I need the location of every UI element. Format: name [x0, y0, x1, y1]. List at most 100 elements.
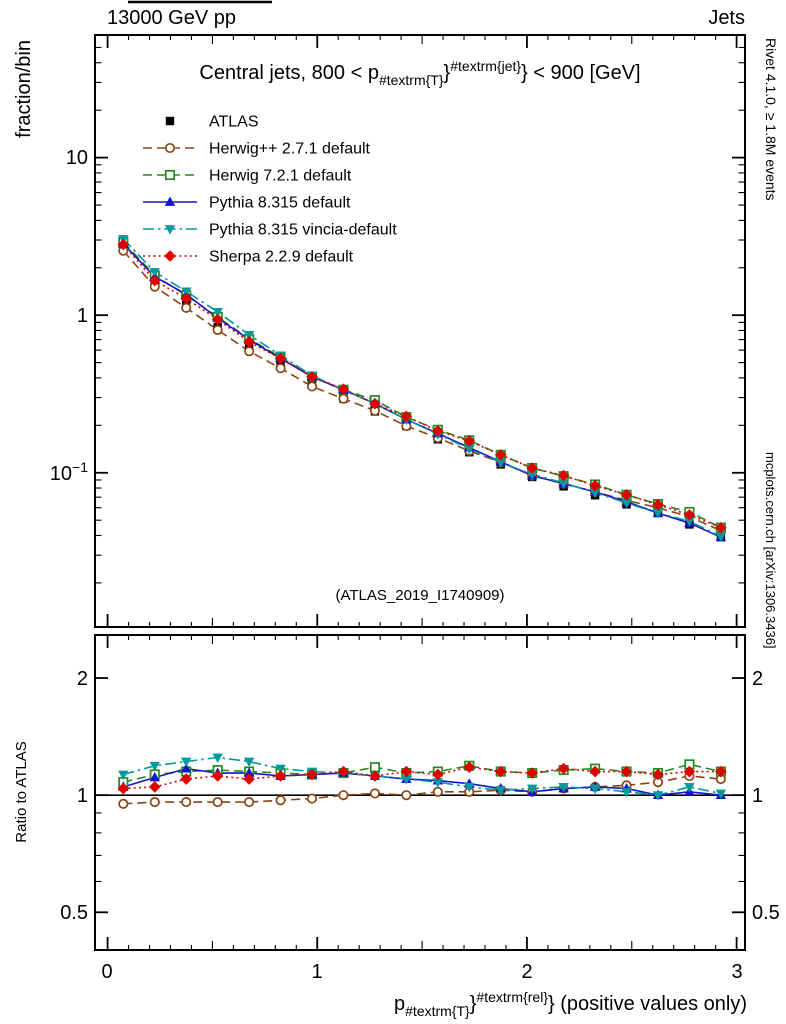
marker-diamond-filled — [117, 238, 130, 251]
marker-diamond-filled — [432, 768, 444, 781]
marker-circle-open — [306, 381, 318, 392]
marker-circle-open — [306, 793, 318, 804]
marker-triangle-down-filled — [275, 764, 286, 775]
marker-circle-open — [181, 797, 192, 808]
marker-diamond-filled — [715, 765, 727, 778]
legend-label: Herwig++ 2.7.1 default — [209, 141, 371, 158]
series-line-herwig-7-2-1-default — [122, 241, 722, 529]
marker-triangle-down-filled — [558, 479, 569, 489]
marker-triangle-down-filled — [715, 532, 727, 543]
marker-circle-open — [275, 363, 286, 374]
marker-diamond-filled — [337, 765, 350, 778]
marker-diamond-filled — [369, 770, 381, 782]
marker-triangle-down-filled — [652, 509, 664, 519]
marker-circle-open — [212, 797, 223, 808]
marker-circle-open — [338, 393, 349, 404]
marker-diamond-filled — [306, 370, 318, 383]
marker-circle-open — [432, 786, 443, 797]
ytick-ratio-left-2: 2 — [77, 668, 88, 690]
ytick-ratio-left-0p5: 0.5 — [60, 902, 88, 924]
marker-triangle-down-filled — [621, 499, 632, 509]
ratio-panel-series — [95, 753, 745, 809]
marker-square-open — [164, 169, 176, 181]
marker-triangle-down-filled — [149, 268, 160, 278]
marker-diamond-filled — [620, 765, 633, 778]
marker-diamond-filled — [369, 397, 381, 410]
marker-triangle-down-filled — [164, 225, 176, 235]
marker-triangle-down-filled — [684, 783, 695, 793]
marker-triangle-down-filled — [495, 786, 506, 796]
marker-diamond-filled — [400, 410, 413, 423]
marker-triangle-down-filled — [212, 753, 223, 763]
ytick-main-0p1: 10−1 — [50, 459, 88, 485]
marker-diamond-filled — [337, 383, 350, 395]
marker-triangle-down-filled — [526, 470, 538, 480]
marker-circle-open — [118, 798, 129, 809]
marker-triangle-down-filled — [181, 757, 192, 768]
marker-square-open — [369, 762, 380, 773]
marker-diamond-filled — [652, 768, 664, 781]
marker-diamond-filled — [243, 773, 255, 785]
watermark: (ATLAS_2019_I1740909) — [335, 587, 504, 604]
marker-triangle-down-filled — [149, 761, 160, 772]
marker-diamond-filled — [180, 773, 193, 785]
legend-label: Herwig 7.2.1 default — [209, 168, 352, 185]
ytick-ratio-right-2: 2 — [752, 668, 763, 690]
marker-triangle-down-filled — [464, 783, 475, 793]
marker-diamond-filled — [306, 768, 318, 781]
marker-triangle-up-filled — [149, 772, 160, 782]
marker-diamond-filled — [211, 770, 224, 782]
marker-diamond-filled — [652, 498, 664, 511]
marker-diamond-filled — [148, 274, 161, 287]
plot-title: Central jets, 800 < p#textrm{T}}#textrm{… — [199, 58, 640, 88]
marker-circle-open — [401, 790, 412, 801]
analysis-group-label: Jets — [708, 7, 745, 29]
marker-triangle-down-filled — [495, 458, 506, 468]
marker-diamond-filled — [463, 435, 476, 447]
marker-diamond-filled — [557, 469, 570, 482]
marker-triangle-down-filled — [432, 778, 444, 788]
marker-diamond-filled — [211, 313, 224, 326]
marker-circle-open — [212, 324, 223, 335]
marker-triangle-down-filled — [243, 757, 255, 768]
marker-diamond-filled — [243, 336, 255, 348]
mcplots-reference-note: mcplots.cern.ch [arXiv:1306.3436] — [763, 452, 778, 649]
legend-label: Sherpa 2.2.9 default — [209, 249, 354, 266]
xtick-3: 3 — [731, 961, 742, 983]
x-axis-label: p#textrm{T}}#textrm{rel}} (positive valu… — [394, 989, 747, 1019]
marker-diamond-filled — [180, 292, 193, 305]
series-line-pythia-8-315-vincia-default — [122, 238, 722, 538]
marker-circle-open — [338, 790, 349, 801]
ytick-ratio-right-1: 1 — [752, 785, 763, 807]
xtick-1: 1 — [311, 961, 322, 983]
marker-diamond-filled — [526, 462, 538, 474]
marker-circle-open — [369, 788, 380, 799]
marker-triangle-down-filled — [652, 791, 664, 801]
ytick-ratio-left-1: 1 — [77, 785, 88, 807]
marker-diamond-filled — [274, 352, 287, 365]
marker-triangle-down-filled — [401, 775, 412, 785]
marker-triangle-down-filled — [212, 307, 223, 318]
beam-energy-label: 13000 GeV pp — [107, 7, 236, 29]
marker-diamond-filled — [432, 425, 444, 437]
marker-triangle-down-filled — [464, 444, 475, 455]
marker-diamond-filled — [557, 762, 570, 775]
ytick-main-1: 1 — [77, 305, 88, 327]
marker-diamond-filled — [463, 761, 476, 773]
marker-diamond-filled — [589, 479, 601, 492]
rivet-version-note: Rivet 4.1.0, ≥ 1.8M events — [763, 38, 779, 201]
marker-circle-open — [181, 302, 192, 313]
marker-triangle-down-filled — [715, 789, 727, 799]
marker-triangle-down-filled — [181, 287, 192, 297]
xtick-0: 0 — [101, 961, 112, 983]
marker-triangle-down-filled — [684, 517, 695, 527]
axis-ticks — [95, 35, 745, 950]
marker-triangle-down-filled — [558, 783, 569, 793]
marker-triangle-up-filled — [181, 763, 192, 773]
marker-diamond-filled — [164, 250, 176, 262]
marker-circle-open — [149, 797, 160, 808]
marker-diamond-filled — [683, 765, 696, 778]
marker-diamond-filled — [526, 767, 538, 779]
